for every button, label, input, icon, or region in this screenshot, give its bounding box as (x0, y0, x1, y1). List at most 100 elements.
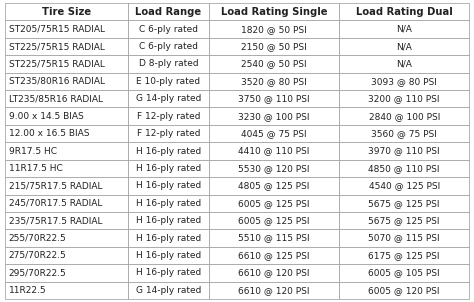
Text: 9R17.5 HC: 9R17.5 HC (9, 146, 56, 156)
Text: 295/70R22.5: 295/70R22.5 (9, 268, 66, 277)
Bar (5, 264, 128, 281)
Text: H 16-ply rated: H 16-ply rated (136, 268, 201, 277)
Text: 5675 @ 125 PSI: 5675 @ 125 PSI (368, 199, 440, 208)
Text: 3230 @ 100 PSI: 3230 @ 100 PSI (238, 112, 310, 121)
Text: H 16-ply rated: H 16-ply rated (136, 146, 201, 156)
Text: H 16-ply rated: H 16-ply rated (136, 233, 201, 243)
Text: 6005 @ 125 PSI: 6005 @ 125 PSI (238, 216, 310, 225)
Text: 245/70R17.5 RADIAL: 245/70R17.5 RADIAL (9, 199, 102, 208)
Bar (339, 160, 469, 177)
Text: 5510 @ 115 PSI: 5510 @ 115 PSI (238, 233, 310, 243)
Text: 2150 @ 50 PSI: 2150 @ 50 PSI (241, 42, 307, 51)
Bar (339, 194, 469, 212)
Bar (209, 142, 339, 160)
Text: G 14-ply rated: G 14-ply rated (136, 286, 201, 295)
Text: F 12-ply rated: F 12-ply rated (137, 112, 200, 121)
Text: C 6-ply rated: C 6-ply rated (139, 42, 198, 51)
Bar (5, 108, 128, 125)
Text: 6005 @ 120 PSI: 6005 @ 120 PSI (368, 286, 440, 295)
Text: N/A: N/A (396, 59, 412, 69)
Bar (5, 194, 128, 212)
Bar (128, 212, 209, 229)
Bar (209, 90, 339, 108)
Text: 1820 @ 50 PSI: 1820 @ 50 PSI (241, 25, 307, 34)
Text: C 6-ply rated: C 6-ply rated (139, 25, 198, 34)
Bar (5, 247, 128, 264)
Text: G 14-ply rated: G 14-ply rated (136, 94, 201, 103)
Bar (209, 38, 339, 55)
Text: H 16-ply rated: H 16-ply rated (136, 164, 201, 173)
Text: 3750 @ 110 PSI: 3750 @ 110 PSI (238, 94, 310, 103)
Text: 4850 @ 110 PSI: 4850 @ 110 PSI (368, 164, 440, 173)
Text: 3970 @ 110 PSI: 3970 @ 110 PSI (368, 146, 440, 156)
Bar (209, 247, 339, 264)
Bar (128, 21, 209, 38)
Bar (339, 264, 469, 281)
Bar (339, 108, 469, 125)
Text: 215/75R17.5 RADIAL: 215/75R17.5 RADIAL (9, 181, 102, 190)
Text: D 8-ply rated: D 8-ply rated (139, 59, 198, 69)
Bar (5, 3, 128, 21)
Bar (339, 177, 469, 194)
Bar (5, 142, 128, 160)
Text: F 12-ply rated: F 12-ply rated (137, 129, 200, 138)
Bar (128, 125, 209, 142)
Bar (209, 264, 339, 281)
Bar (209, 212, 339, 229)
Bar (209, 281, 339, 299)
Text: Load Rating Dual: Load Rating Dual (356, 7, 453, 17)
Text: H 16-ply rated: H 16-ply rated (136, 216, 201, 225)
Text: N/A: N/A (396, 42, 412, 51)
Bar (339, 3, 469, 21)
Bar (339, 38, 469, 55)
Text: N/A: N/A (396, 25, 412, 34)
Bar (5, 212, 128, 229)
Text: 4805 @ 125 PSI: 4805 @ 125 PSI (238, 181, 310, 190)
Text: Load Rating Single: Load Rating Single (221, 7, 328, 17)
Bar (339, 247, 469, 264)
Bar (5, 177, 128, 194)
Text: 11R22.5: 11R22.5 (9, 286, 46, 295)
Text: 275/70R22.5: 275/70R22.5 (9, 251, 66, 260)
Bar (128, 281, 209, 299)
Text: 6610 @ 120 PSI: 6610 @ 120 PSI (238, 268, 310, 277)
Text: 6610 @ 125 PSI: 6610 @ 125 PSI (238, 251, 310, 260)
Bar (5, 55, 128, 73)
Bar (5, 160, 128, 177)
Text: ST205/75R15 RADIAL: ST205/75R15 RADIAL (9, 25, 105, 34)
Bar (209, 125, 339, 142)
Bar (128, 160, 209, 177)
Bar (209, 194, 339, 212)
Bar (128, 247, 209, 264)
Bar (128, 142, 209, 160)
Text: 3200 @ 110 PSI: 3200 @ 110 PSI (368, 94, 440, 103)
Text: 4045 @ 75 PSI: 4045 @ 75 PSI (241, 129, 307, 138)
Text: ST225/75R15 RADIAL: ST225/75R15 RADIAL (9, 42, 104, 51)
Bar (209, 177, 339, 194)
Bar (209, 73, 339, 90)
Text: 2540 @ 50 PSI: 2540 @ 50 PSI (241, 59, 307, 69)
Text: 235/75R17.5 RADIAL: 235/75R17.5 RADIAL (9, 216, 102, 225)
Bar (339, 125, 469, 142)
Bar (339, 21, 469, 38)
Text: ST225/75R15 RADIAL: ST225/75R15 RADIAL (9, 59, 104, 69)
Bar (128, 264, 209, 281)
Text: 9.00 x 14.5 BIAS: 9.00 x 14.5 BIAS (9, 112, 83, 121)
Bar (339, 229, 469, 247)
Text: 6175 @ 125 PSI: 6175 @ 125 PSI (368, 251, 440, 260)
Text: 6005 @ 125 PSI: 6005 @ 125 PSI (238, 199, 310, 208)
Text: 4540 @ 125 PSI: 4540 @ 125 PSI (369, 181, 440, 190)
Bar (209, 108, 339, 125)
Bar (128, 177, 209, 194)
Bar (128, 73, 209, 90)
Bar (128, 3, 209, 21)
Bar (5, 21, 128, 38)
Bar (128, 90, 209, 108)
Bar (128, 229, 209, 247)
Bar (339, 55, 469, 73)
Bar (128, 55, 209, 73)
Bar (128, 38, 209, 55)
Text: 4410 @ 110 PSI: 4410 @ 110 PSI (238, 146, 310, 156)
Bar (209, 229, 339, 247)
Text: 2840 @ 100 PSI: 2840 @ 100 PSI (369, 112, 440, 121)
